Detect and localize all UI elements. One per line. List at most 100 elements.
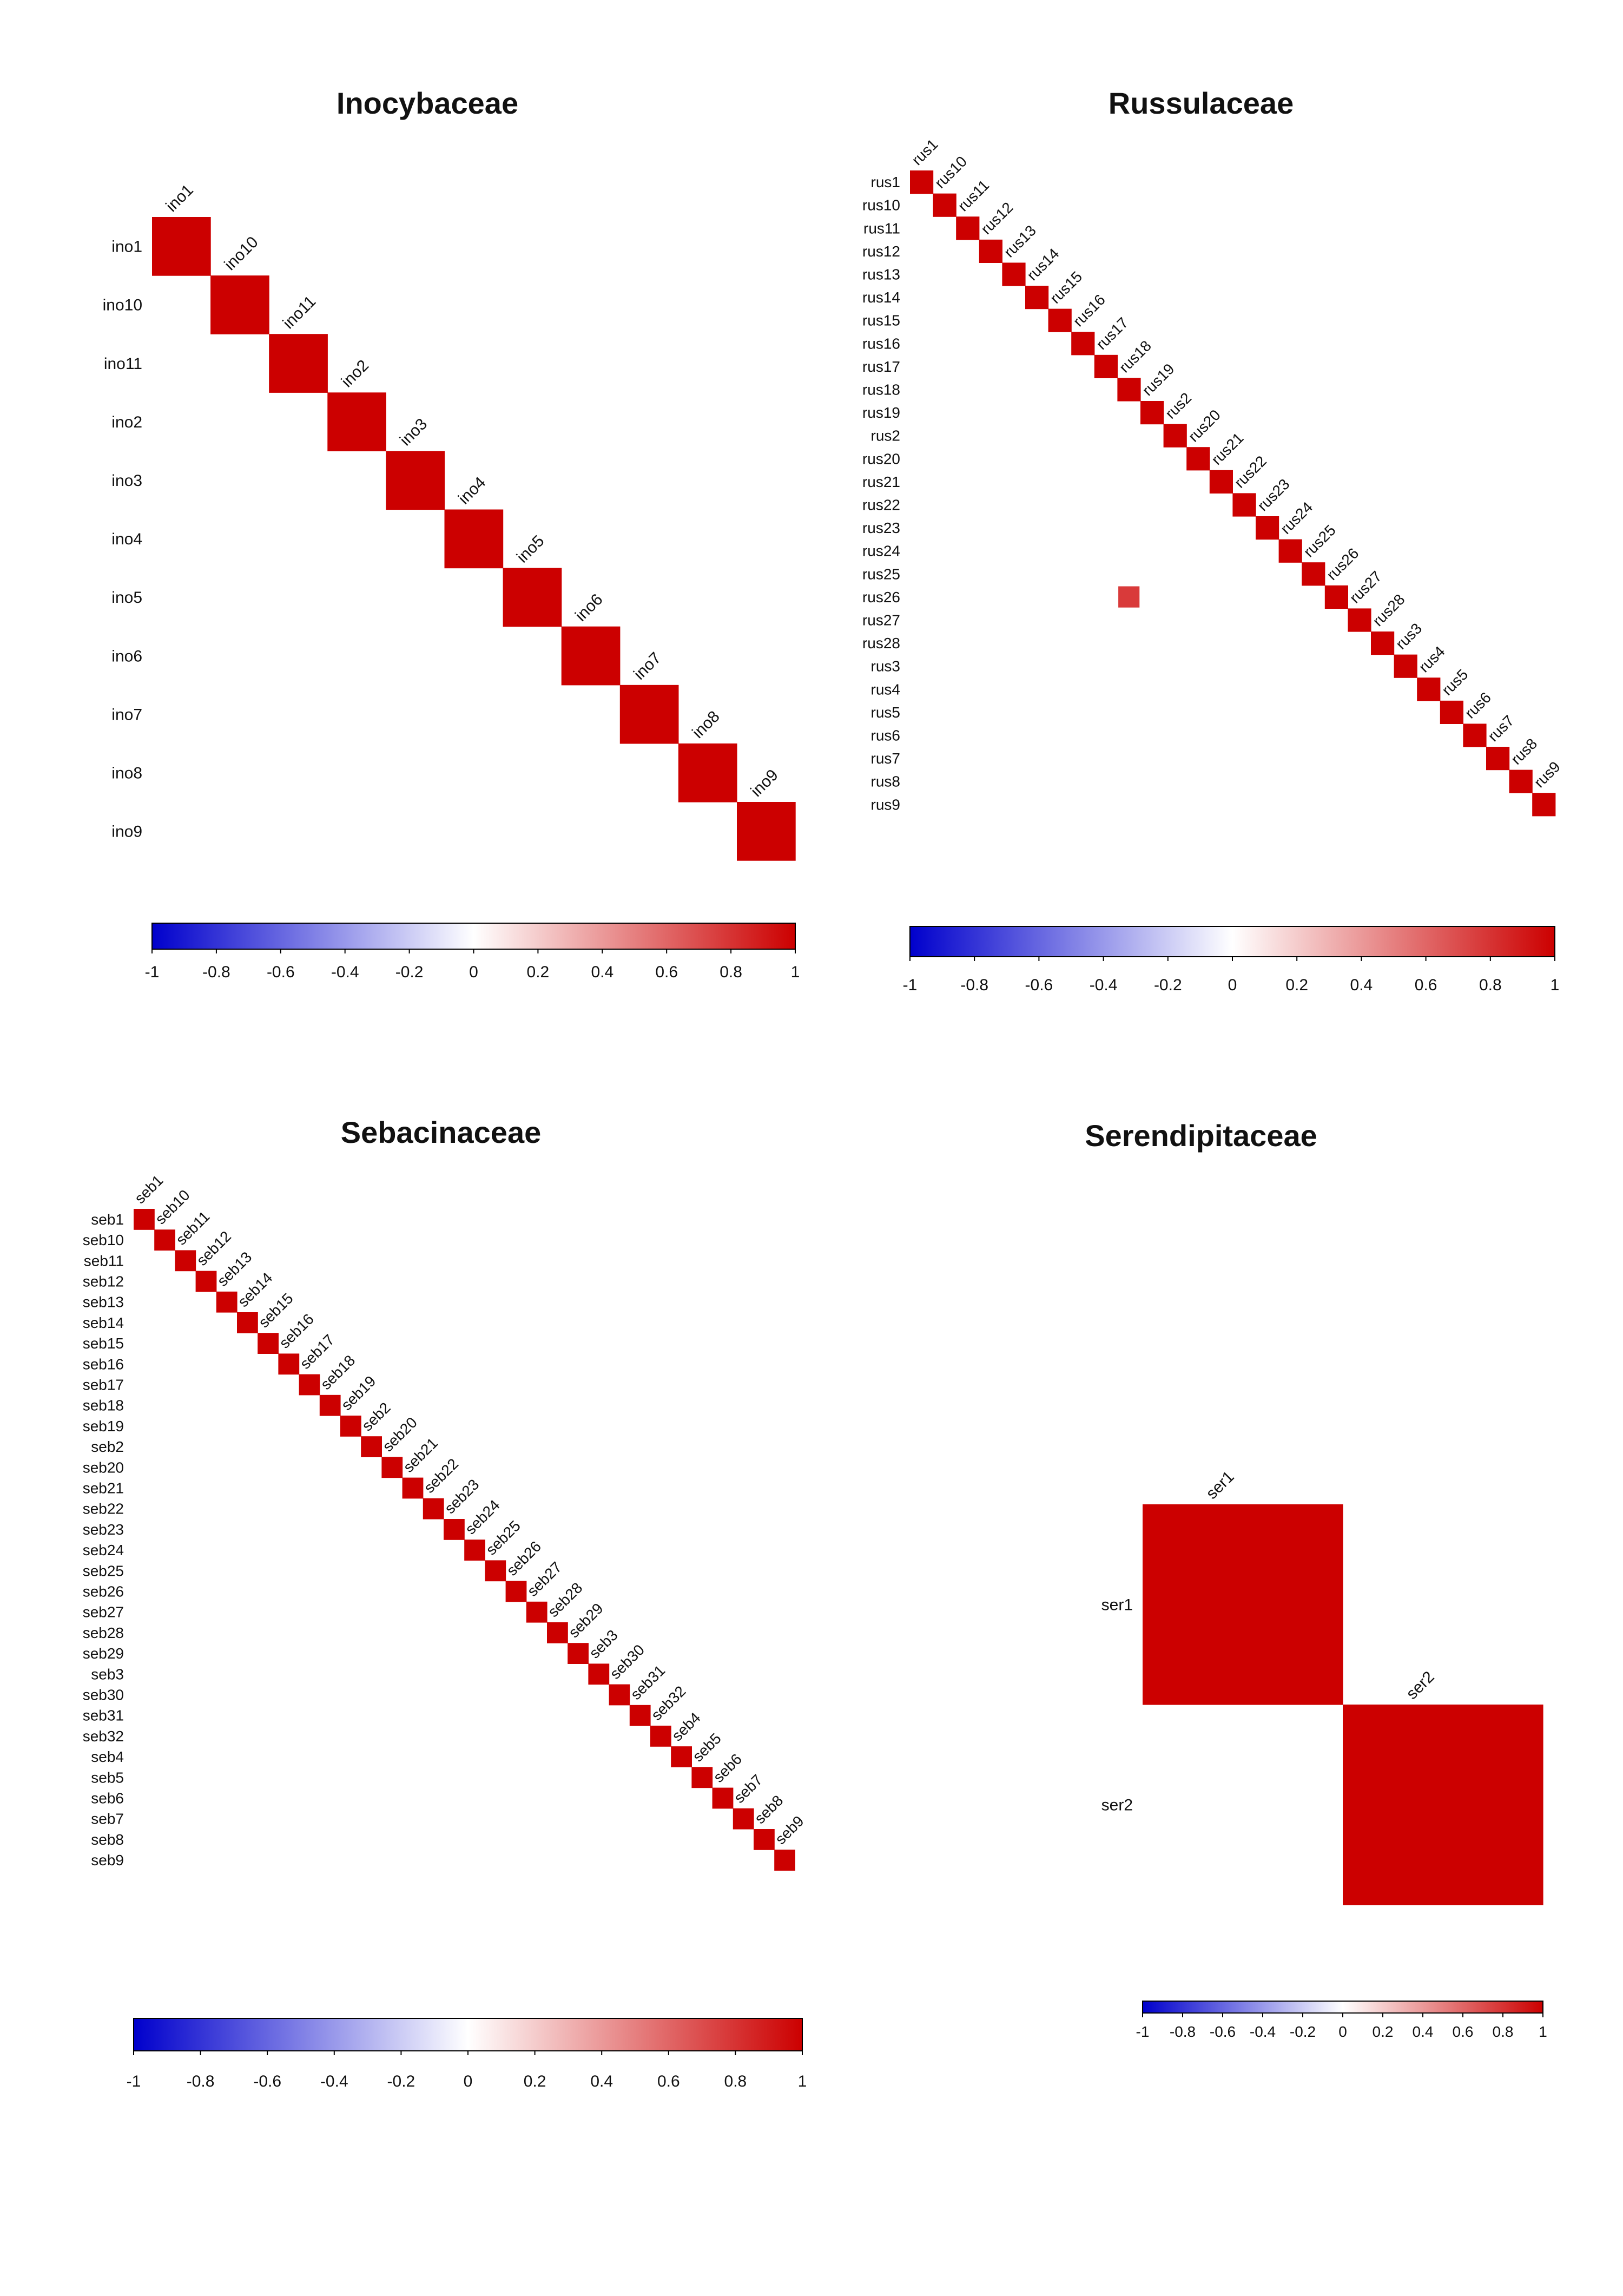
panel-title: Serendipitaceae (1085, 1119, 1317, 1153)
column-labels: seb1seb10seb11seb12seb13seb14seb15seb16s… (131, 1172, 807, 1847)
row-label: ino4 (111, 530, 142, 548)
heatmap-cell-rus8-rus8 (1509, 769, 1533, 793)
colorbar-gradient (1142, 2001, 1543, 2014)
colorbar-tick-label: 0.6 (657, 2073, 680, 2090)
row-labels: rus1 rus10 rus11 rus12 rus13 rus14 rus15 rus16 r… (862, 174, 900, 813)
row-label: seb14 (83, 1314, 124, 1331)
colorbar: -1 -0.8 -0.6 -0.4 -0.2 0 0.2 0.4 0.6 0.8 1 (903, 926, 1559, 994)
colorbar-tick-label: -0.8 (1170, 2023, 1196, 2040)
column-label: ino1 (162, 181, 196, 215)
colorbar-tick-label: 1 (1539, 2023, 1547, 2040)
column-label: ser1 (1203, 1468, 1238, 1503)
heatmap-cell-ino1-ino1 (152, 217, 211, 276)
row-label: ino3 (111, 472, 142, 490)
heatmap-cell-rus1-rus1 (910, 170, 934, 194)
row-label: seb20 (83, 1459, 124, 1476)
row-label: rus15 (862, 312, 900, 329)
heatmap-cell-seb3-seb3 (588, 1663, 610, 1685)
heatmap-cell-ino10-ino10 (210, 275, 269, 334)
column-label: ino9 (747, 766, 781, 800)
heatmap-cells (910, 170, 1556, 817)
row-label: rus28 (862, 635, 900, 652)
row-label: seb26 (83, 1583, 124, 1600)
colorbar-tick-label: -0.2 (1290, 2023, 1316, 2040)
heatmap-cell-rus2-rus2 (1163, 424, 1187, 448)
heatmap-cell-rus13-rus13 (1002, 262, 1026, 286)
row-label: rus9 (871, 796, 900, 813)
row-labels: seb1 seb10 seb11 seb12 seb13 seb14 seb15 seb16 s… (83, 1211, 124, 1869)
row-label: rus21 (862, 473, 900, 490)
row-label: rus17 (862, 358, 900, 375)
column-label: rus3 (1393, 620, 1425, 652)
colorbar-tick-label: -1 (145, 963, 160, 981)
colorbar-tick-label: 0.4 (1413, 2023, 1434, 2040)
heatmap-cell-rus11-rus11 (956, 216, 980, 240)
colorbar-tick-label: 0.6 (1415, 976, 1437, 994)
column-label: ino7 (630, 649, 664, 683)
row-label: rus5 (871, 704, 900, 721)
panel-title: Sebacinaceae (341, 1115, 541, 1149)
heatmap-cell-seb9-seb9 (774, 1850, 795, 1871)
heatmap-cell-rus20-rus20 (1186, 447, 1210, 471)
column-label: ino10 (221, 233, 262, 274)
column-label: ino3 (397, 415, 431, 449)
colorbar-tick-label: 0.6 (655, 963, 678, 981)
row-label: seb31 (83, 1707, 124, 1724)
row-label: rus20 (862, 450, 900, 467)
row-label: rus13 (862, 266, 900, 283)
column-labels: ino1 ino10 ino11 ino2 ino3 ino4 ino5 ino6 ino7 in… (162, 181, 781, 800)
heatmap-cell-seb29-seb29 (568, 1643, 589, 1664)
row-label: seb32 (83, 1728, 124, 1745)
heatmap-cell-ino6-ino6 (561, 626, 621, 686)
colorbar-gradient (151, 923, 796, 950)
column-label: rus17 (1093, 314, 1131, 353)
column-label: rus16 (1070, 291, 1108, 330)
row-label: ino2 (111, 413, 142, 431)
row-label: seb9 (91, 1852, 124, 1869)
colorbar: -1 -0.8 -0.6 -0.4 -0.2 0 0.2 0.4 0.6 0.8 1 (127, 2018, 807, 2090)
column-label: rus8 (1508, 735, 1540, 767)
colorbar-tick-label: 0 (469, 963, 478, 981)
row-label: rus24 (862, 543, 900, 560)
row-label: seb15 (83, 1335, 124, 1352)
column-label: rus4 (1415, 643, 1448, 675)
panel-sebacinaceae: Sebacinaceae seb1seb10seb11seb12seb13seb… (83, 1115, 807, 2090)
heatmap-cell-rus15-rus15 (1048, 308, 1072, 332)
column-label: rus5 (1439, 666, 1471, 699)
row-label: rus25 (862, 565, 900, 582)
column-label: rus26 (1323, 545, 1362, 583)
column-label: rus12 (978, 199, 1016, 238)
column-label: rus6 (1462, 689, 1494, 721)
colorbar-tick-label: -1 (1136, 2023, 1150, 2040)
heatmap-cell-seb8-seb8 (754, 1829, 775, 1850)
heatmap-cell-rus21-rus21 (1209, 470, 1233, 494)
colorbar-tick-label: 0.8 (1479, 976, 1502, 994)
colorbar-gradient (909, 926, 1555, 957)
heatmap-cell-seb25-seb25 (485, 1560, 506, 1582)
colorbar-tick-label: 0.6 (1453, 2023, 1474, 2040)
heatmap-cell-ino9-ino9 (737, 802, 796, 861)
column-label: rus2 (1162, 389, 1195, 422)
heatmap-cells (152, 217, 796, 861)
row-label: ser1 (1101, 1596, 1133, 1614)
colorbar-tick-label: 0.2 (527, 963, 550, 981)
colorbar-tick-label: 0.2 (524, 2073, 546, 2090)
heatmap-cell-seb18-seb18 (319, 1394, 341, 1416)
row-label: rus11 (863, 220, 900, 236)
heatmap-cell-rus7-rus7 (1486, 747, 1510, 771)
row-label: rus26 (862, 589, 900, 606)
row-label: seb21 (83, 1480, 124, 1497)
row-label: rus14 (862, 289, 900, 306)
heatmap-cell-rus17-rus17 (1094, 354, 1118, 378)
row-label: ino9 (111, 823, 142, 841)
heatmap-cell-ino11-ino11 (269, 334, 328, 393)
row-label: seb29 (83, 1645, 124, 1662)
panel-serendipitaceae: Serendipitaceae ser1 ser2 ser1 ser2 -1 -0.8… (1085, 1119, 1547, 2040)
colorbar-tick-label: 0.4 (590, 2073, 613, 2090)
colorbar-tick-label: 0 (1228, 976, 1237, 994)
row-label: rus18 (862, 381, 900, 398)
column-label: rus7 (1485, 712, 1517, 745)
column-label: ser2 (1403, 1668, 1438, 1703)
colorbar-tick-label: -0.2 (1154, 976, 1182, 994)
row-label: ser2 (1101, 1797, 1133, 1814)
